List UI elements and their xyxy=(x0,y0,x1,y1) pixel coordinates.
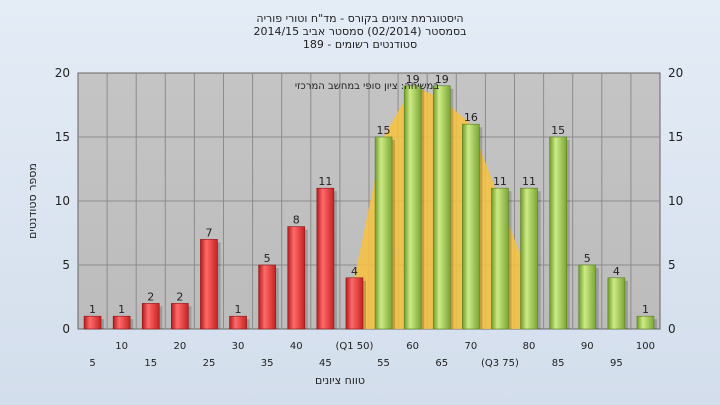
x-tick-label: 90 xyxy=(581,341,594,352)
bar xyxy=(607,277,626,330)
x-tick-label: 45 xyxy=(319,358,332,369)
bar-value-label: 15 xyxy=(377,124,391,137)
x-tick-label: 95 xyxy=(610,358,623,369)
y-tick-label-right: 20 xyxy=(668,66,683,80)
bar-value-label: 5 xyxy=(264,252,271,265)
bar-value-label: 19 xyxy=(406,73,420,86)
x-tick-label: 5 xyxy=(89,358,95,369)
y-tick-label-right: 0 xyxy=(668,322,676,336)
x-tick-label: 60 xyxy=(406,341,419,352)
bar xyxy=(374,136,393,330)
chart-annotation: במשיחה: ציון סופי במחשב המרכזי xyxy=(295,81,440,92)
bar xyxy=(462,123,480,330)
bar xyxy=(520,187,538,330)
x-tick-label: 10 xyxy=(115,341,128,352)
bar xyxy=(316,187,335,330)
bar-value-label: 1 xyxy=(235,303,242,316)
x-tick-label: 30 xyxy=(232,341,245,352)
x-axis-label: טווח ציונים xyxy=(315,374,365,387)
bar xyxy=(403,85,422,330)
x-tick-label: (Q3 75) xyxy=(481,358,519,369)
x-tick-label: 40 xyxy=(290,341,303,352)
bar-value-label: 16 xyxy=(464,111,478,124)
bar-value-label: 5 xyxy=(584,252,591,265)
bar-value-label: 19 xyxy=(435,73,449,86)
bar-value-label: 1 xyxy=(642,303,649,316)
x-tick-label: 70 xyxy=(464,341,477,352)
x-tick-label: 80 xyxy=(523,341,536,352)
bar xyxy=(345,277,364,330)
bar xyxy=(83,315,102,330)
y-tick-label-right: 5 xyxy=(668,258,676,272)
x-tick-label: 55 xyxy=(377,358,390,369)
chart-title-line-3: סטודנטים רשומים - 189 xyxy=(302,38,418,51)
bar xyxy=(141,303,160,330)
x-tick-label: 100 xyxy=(636,341,655,352)
bar xyxy=(432,85,451,330)
x-tick-label: 65 xyxy=(435,358,448,369)
y-tick-label-left: 10 xyxy=(55,194,70,208)
bar xyxy=(578,264,597,330)
bar xyxy=(200,239,218,330)
y-tick-label-right: 15 xyxy=(668,130,683,144)
bar xyxy=(258,264,276,330)
y-tick-label-left: 20 xyxy=(55,66,70,80)
x-tick-label: 35 xyxy=(261,358,274,369)
bar xyxy=(491,187,509,330)
bar xyxy=(287,226,306,330)
bar-value-label: 11 xyxy=(522,175,536,188)
y-tick-label-left: 5 xyxy=(62,258,70,272)
bar xyxy=(229,315,247,330)
chart-title-line-2: בסמסטר (02/2014) סמסטר אביב 2014/15 xyxy=(253,25,467,38)
x-tick-label: 85 xyxy=(552,358,565,369)
x-tick-label: 25 xyxy=(203,358,216,369)
bar-value-label: 1 xyxy=(118,303,125,316)
bar-value-label: 7 xyxy=(205,226,212,239)
bar xyxy=(112,315,131,330)
y-tick-label-right: 10 xyxy=(668,194,683,208)
bar-value-label: 2 xyxy=(147,290,154,303)
x-tick-label: 20 xyxy=(173,341,186,352)
chart-title-line-1: היסטוגרמת ציונים בקורס - מד"ח וטורי פורי… xyxy=(256,12,464,25)
y-tick-label-left: 0 xyxy=(62,322,70,336)
y-tick-label-left: 15 xyxy=(55,130,70,144)
bar-value-label: 1 xyxy=(89,303,96,316)
x-tick-label: (Q1 50) xyxy=(335,341,373,352)
bar-value-label: 15 xyxy=(551,124,565,137)
bar xyxy=(171,303,189,330)
bar-value-label: 8 xyxy=(293,214,300,227)
bar-value-label: 11 xyxy=(318,175,332,188)
bar-value-label: 4 xyxy=(351,265,358,278)
x-tick-label: 15 xyxy=(144,358,157,369)
y-axis-label: מספר סטודנטים xyxy=(26,163,39,239)
bar-value-label: 4 xyxy=(613,265,620,278)
bar xyxy=(636,315,655,330)
bar-value-label: 2 xyxy=(176,290,183,303)
bar-value-label: 11 xyxy=(493,175,507,188)
bar xyxy=(549,136,567,330)
